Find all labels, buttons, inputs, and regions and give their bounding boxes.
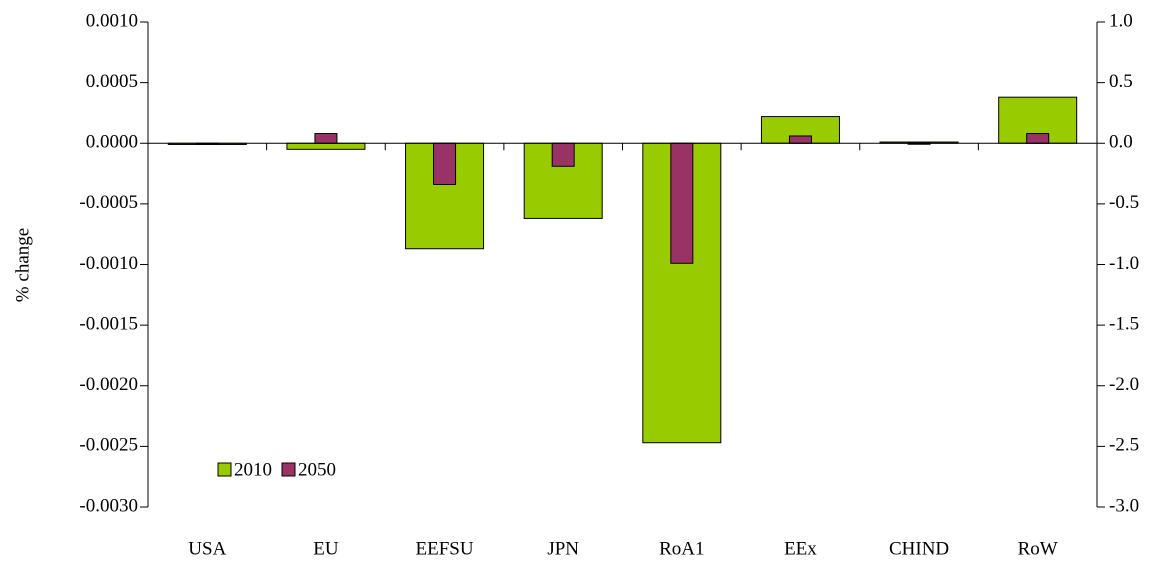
bar	[670, 142, 694, 264]
y-tick-label: -0.0030	[79, 495, 138, 516]
y2-tick-label: -1.5	[1109, 313, 1139, 334]
y2-tick-label: 0.0	[1109, 132, 1133, 153]
y-tick-label: -0.0020	[79, 374, 138, 395]
y-tick-label: 0.0000	[86, 132, 138, 153]
y2-tick-label: 0.5	[1109, 71, 1133, 92]
legend-label: 2050	[298, 459, 336, 480]
y2-tick-label: 1.0	[1109, 10, 1133, 31]
x-tick-label: EEFSU	[416, 538, 474, 559]
x-tick-label: EEx	[784, 538, 817, 559]
y2-tick-label: -1.0	[1109, 253, 1139, 274]
y2-tick-label: -0.5	[1109, 192, 1139, 213]
legend-label: 2010	[234, 459, 272, 480]
x-tick-label: USA	[188, 538, 226, 559]
bar	[314, 133, 338, 144]
bar	[1026, 133, 1050, 144]
x-tick-label: RoA1	[659, 538, 704, 559]
legend-swatch	[281, 462, 296, 477]
y-tick-label: 0.0010	[86, 10, 138, 31]
y-axis-label: % change	[12, 228, 33, 302]
y-tick-label: -0.0025	[79, 435, 138, 456]
y-tick-label: -0.0005	[79, 192, 138, 213]
bar	[433, 142, 457, 185]
x-tick-label: CHIND	[889, 538, 949, 559]
bar	[788, 135, 812, 144]
x-tick-label: JPN	[547, 538, 579, 559]
y2-tick-label: -3.0	[1109, 495, 1139, 516]
bar	[286, 142, 366, 150]
y-tick-label: -0.0010	[79, 253, 138, 274]
y2-tick-label: -2.5	[1109, 435, 1139, 456]
legend-swatch	[217, 462, 232, 477]
x-tick-label: EU	[313, 538, 339, 559]
y-tick-label: -0.0015	[79, 313, 138, 334]
y-tick-label: 0.0005	[86, 71, 138, 92]
bar	[551, 142, 575, 167]
y2-tick-label: -2.0	[1109, 374, 1139, 395]
x-tick-label: RoW	[1018, 538, 1058, 559]
